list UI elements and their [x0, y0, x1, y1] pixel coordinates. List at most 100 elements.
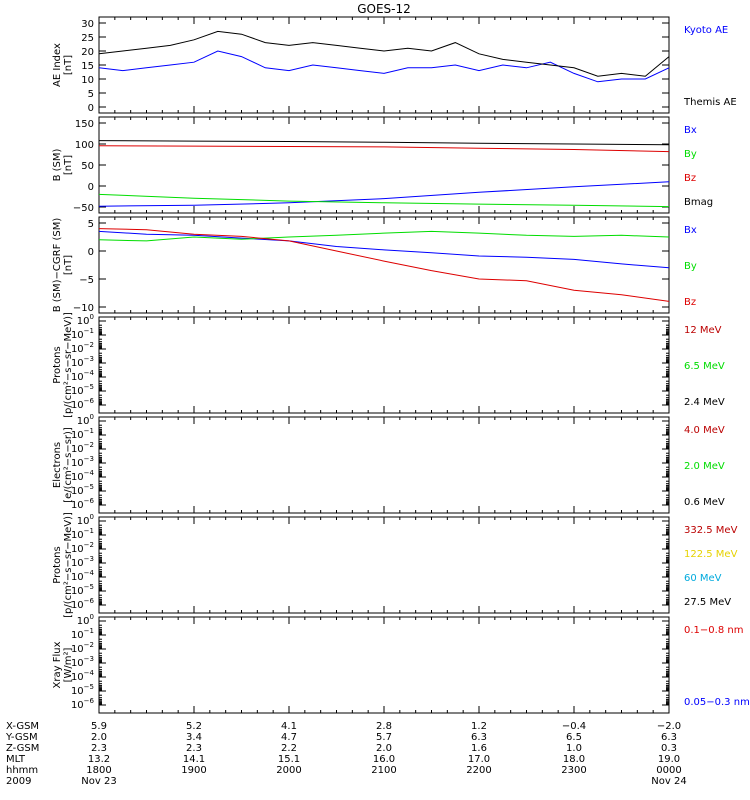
y-tick-label: 10−6 — [71, 697, 95, 711]
legend-entry: Kyoto AE — [684, 25, 728, 36]
figure-title: GOES-12 — [357, 2, 411, 16]
ephemeris-cell: 14.1 — [183, 754, 205, 765]
legend-entry: Bz — [684, 297, 696, 308]
y-tick-label: 100 — [77, 413, 94, 427]
ephemeris-cell: 2.8 — [376, 721, 392, 732]
ephemeris-cell: 1.0 — [566, 743, 582, 754]
y-tick-label: 10−4 — [71, 369, 95, 383]
ephemeris-row-label: hhmm — [6, 765, 38, 776]
y-axis-label: AE Index — [52, 43, 63, 87]
legend-entry: By — [684, 261, 697, 272]
ephemeris-cell: 2.2 — [281, 743, 297, 754]
y-axis-label: Xray Flux — [52, 641, 63, 688]
y-tick-label: 10−4 — [71, 669, 95, 683]
legend-entry: Bx — [684, 225, 697, 236]
ephemeris-cell: 1900 — [181, 765, 206, 776]
series-line-themis-ae — [98, 30, 670, 77]
y-axis-unit: [W/m²] — [63, 647, 74, 682]
y-tick-label: 10−2 — [71, 541, 94, 555]
y-tick-label: 10−3 — [71, 655, 94, 669]
y-axis-label: Protons — [52, 546, 63, 583]
ephemeris-cell: 2.0 — [91, 732, 107, 743]
legend-entry: 0.6 MeV — [684, 497, 725, 508]
legend-entry: 2.4 MeV — [684, 397, 725, 408]
panel-frame — [98, 616, 670, 714]
y-tick-label: 100 — [77, 313, 94, 327]
y-tick-label: 10−2 — [71, 641, 94, 655]
y-tick-label: 100 — [75, 140, 94, 151]
y-tick-label: 10−4 — [71, 469, 95, 483]
legend-entry: 2.0 MeV — [684, 461, 725, 472]
panel-b-sm-cgrf: B (SM)−CGRF (SM) [nT] −10 −5 0 5 Bx By Bz — [52, 216, 697, 314]
legend-entry: 6.5 MeV — [684, 361, 725, 372]
ephemeris-cell: 2000 — [276, 765, 301, 776]
legend-entry: Bx — [684, 125, 697, 136]
ephemeris-cell: 6.3 — [471, 732, 487, 743]
ephemeris-row-label: Z-GSM — [6, 743, 39, 754]
y-tick-label: 0 — [88, 247, 94, 258]
ephemeris-cell: 5.2 — [186, 721, 202, 732]
ephemeris-row-label: MLT — [6, 754, 26, 765]
y-tick-label: 25 — [81, 33, 94, 44]
ephemeris-cell: 4.7 — [281, 732, 297, 743]
ephemeris-cell: 1.2 — [471, 721, 487, 732]
ephemeris-cell: 0.3 — [661, 743, 677, 754]
legend-entry: 27.5 MeV — [684, 597, 731, 608]
y-tick-label: 150 — [75, 119, 94, 130]
panel-frame — [98, 16, 670, 114]
y-axis-label: Protons — [52, 346, 63, 383]
ephemeris-cell: 16.0 — [373, 754, 395, 765]
y-tick-label: 10−1 — [71, 527, 94, 541]
y-tick-label: 10−5 — [71, 683, 94, 697]
panel-b-sm: B (SM) [nT] −50 0 50 100 150 Bx By Bz Bmag — [52, 116, 713, 214]
y-tick-label: 10−3 — [71, 555, 94, 569]
y-tick-label: −5 — [79, 275, 94, 286]
ephemeris-row-label: 2009 — [6, 776, 31, 787]
y-tick-label: 10−3 — [71, 455, 94, 469]
ephemeris-cell: −2.0 — [657, 721, 681, 732]
panel-frame — [98, 416, 670, 514]
ephemeris-cell: 1.6 — [471, 743, 487, 754]
legend-entry: 0.05−0.3 nm — [684, 697, 750, 708]
y-tick-label: 10−1 — [71, 327, 94, 341]
legend-entry: 122.5 MeV — [684, 549, 738, 560]
y-tick-label: 0 — [88, 103, 94, 114]
series-line-bx — [98, 181, 670, 207]
ephemeris-cell: 13.2 — [88, 754, 110, 765]
y-tick-label: 10−6 — [71, 497, 95, 511]
legend-entry: 332.5 MeV — [684, 525, 738, 536]
series-line-by — [98, 230, 670, 242]
y-tick-label: 10−5 — [71, 483, 94, 497]
ephemeris-cell: 2100 — [371, 765, 396, 776]
legend-entry: 12 MeV — [684, 325, 722, 336]
ephemeris-cell: 18.0 — [563, 754, 585, 765]
ephemeris-cell: 6.5 — [566, 732, 582, 743]
panel-frame — [98, 316, 670, 414]
y-tick-label: 10−1 — [71, 427, 94, 441]
y-tick-label: −10 — [73, 303, 94, 314]
y-tick-label: 100 — [77, 613, 94, 627]
series-line-kyoto-ae — [98, 50, 670, 83]
y-tick-label: 30 — [81, 19, 94, 30]
ephemeris-cell: 4.1 — [281, 721, 297, 732]
panel-protons-high: Protons [p/(cm²−s−sr−MeV)] 10010−110−210−3… — [52, 512, 738, 618]
ephemeris-cell: 2.3 — [186, 743, 202, 754]
legend-entry: Bz — [684, 173, 696, 184]
panel-electrons: Electrons [e/(cm²−s−sr)]10010−110−210−310… — [52, 413, 725, 514]
y-tick-label: 10−6 — [71, 597, 95, 611]
y-tick-label: 0 — [88, 182, 94, 193]
y-axis-label: B (SM)−CGRF (SM) — [52, 218, 63, 313]
ephemeris-cell: 17.0 — [468, 754, 490, 765]
ephemeris-cell: 1800 — [86, 765, 111, 776]
ephemeris-cell: 2200 — [466, 765, 491, 776]
y-axis-label: Electrons — [52, 442, 63, 488]
ephemeris-cell: 3.4 — [186, 732, 202, 743]
y-axis-label: B (SM) — [52, 148, 63, 181]
ephemeris-cell: 5.7 — [376, 732, 392, 743]
legend-entry: 60 MeV — [684, 573, 722, 584]
y-tick-label: 10−1 — [71, 627, 94, 641]
ephemeris-row-label: Y-GSM — [5, 732, 38, 743]
y-tick-label: 20 — [81, 47, 94, 58]
series-line-by — [98, 193, 670, 208]
